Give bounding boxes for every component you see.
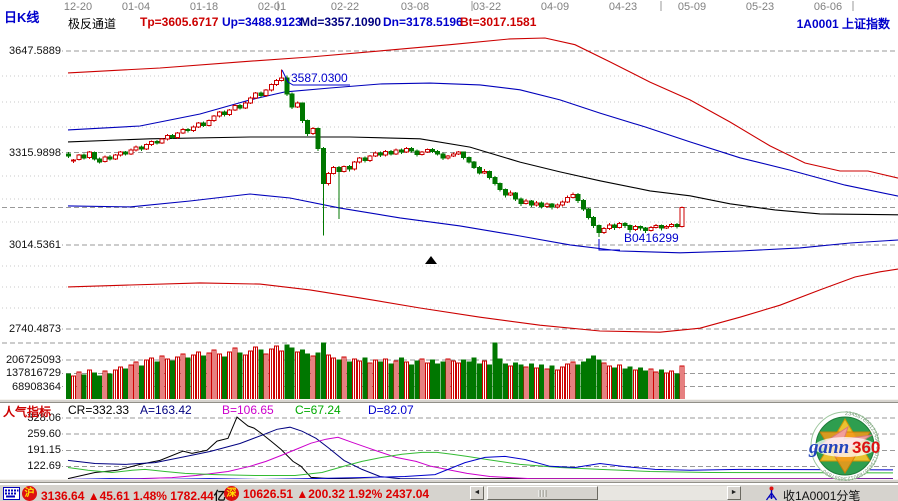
sentiment-value: C=67.24 xyxy=(295,403,341,417)
shanghai-exchange-icon[interactable]: 沪 xyxy=(22,486,37,501)
date-label: 02-01 xyxy=(257,1,287,13)
price-axis-label: 3315.9898 xyxy=(0,146,62,159)
sentiment-curve-d xyxy=(67,455,894,481)
channel-line-md xyxy=(67,136,898,216)
sentiment-value: B=106.65 xyxy=(222,403,274,417)
date-label: 03-22 xyxy=(472,1,502,13)
sentiment-curves xyxy=(67,416,894,481)
shenzhen-exchange-icon[interactable]: 深 xyxy=(224,486,239,501)
shanghai-index-quote: 3136.64 ▲45.61 1.48% 1782.44亿 xyxy=(41,489,226,501)
triangle-marker xyxy=(425,256,437,264)
volume-bars[interactable] xyxy=(66,342,685,401)
channel-param: Md=3357.1090 xyxy=(300,15,382,29)
channel-param: Tp=3605.6717 xyxy=(140,15,219,29)
date-label: 02-22 xyxy=(330,1,360,13)
sentiment-value: CR=332.33 xyxy=(68,403,130,417)
chart-type-label: 日K线 xyxy=(4,10,40,25)
gann360-logo: 234567890123456789012345678901234567890 … xyxy=(808,411,880,481)
date-label: 04-23 xyxy=(608,1,638,13)
sentiment-axis-label: 122.69 xyxy=(0,460,62,473)
buy-signal-annotation: B0416299 xyxy=(624,231,679,245)
channel-line-bt xyxy=(67,268,898,333)
status-bar: 沪 3136.64 ▲45.61 1.48% 1782.44亿 深 10626.… xyxy=(0,484,898,501)
date-label: 01-18 xyxy=(189,1,219,13)
sentiment-curve-b xyxy=(67,436,894,480)
horizontal-scrollbar[interactable]: ◄ ► xyxy=(470,486,741,500)
sentiment-value: D=82.07 xyxy=(368,403,414,417)
sentiment-axis-label: 259.60 xyxy=(0,428,62,441)
sentiment-axis-label: 191.15 xyxy=(0,444,62,457)
peak-price-annotation: 3587.0300 xyxy=(291,71,348,85)
date-label: 12-20 xyxy=(63,1,93,13)
scroll-right-button[interactable]: ► xyxy=(727,486,741,500)
antenna-icon xyxy=(766,486,777,501)
volume-axis-label: 206725093 xyxy=(0,354,62,366)
channel-param: Up=3488.9123 xyxy=(222,15,302,29)
price-axis-label: 3014.5361 xyxy=(0,239,62,251)
logo-gann-text: gann xyxy=(808,437,849,458)
volume-axis-label: 68908364 xyxy=(0,380,62,393)
sentiment-value: A=163.42 xyxy=(140,403,192,417)
date-label: 06-06 xyxy=(813,1,843,13)
sentiment-axis-label: 328.06 xyxy=(0,412,62,424)
annotation-marks xyxy=(281,69,620,264)
symbol-label: 1A0001 上证指数 xyxy=(796,17,890,31)
channel-line-up xyxy=(67,82,898,197)
date-label: 05-23 xyxy=(745,1,775,13)
candles[interactable] xyxy=(66,69,685,238)
pane-splitter-top[interactable] xyxy=(0,399,898,403)
unit-label: 亿 xyxy=(213,489,226,501)
channel-lines xyxy=(67,37,898,333)
date-label: 03-08 xyxy=(400,1,430,13)
date-label: 05-09 xyxy=(677,1,707,13)
sentiment-curve-a xyxy=(67,426,894,481)
price-axis-label: 3647.5889 xyxy=(0,45,62,57)
date-label: 04-09 xyxy=(540,1,570,13)
volume-axis-label: 137816729 xyxy=(0,367,62,380)
channel-indicator-name: 极反通道 xyxy=(68,17,117,31)
price-axis-label: 2740.4873 xyxy=(0,323,62,335)
pane-splitter-bottom[interactable] xyxy=(0,479,898,483)
feed-status-button[interactable]: 收1A0001分笔 xyxy=(783,489,861,501)
date-label: 01-04 xyxy=(121,1,151,13)
keyboard-icon[interactable] xyxy=(3,487,20,500)
shenzhen-index-quote: 10626.51 ▲200.32 1.92% 2437.04 xyxy=(243,487,430,501)
channel-line-dn xyxy=(67,193,898,254)
channel-param: Bt=3017.1581 xyxy=(460,15,537,29)
channel-line-tp xyxy=(67,37,898,179)
channel-param: Dn=3178.5196 xyxy=(383,15,463,29)
sentiment-curve-cr xyxy=(67,416,893,481)
scrollbar-grip xyxy=(538,490,547,497)
sentiment-pane-title: 人气指标 xyxy=(3,405,52,419)
scroll-left-button[interactable]: ◄ xyxy=(470,486,484,500)
scrollbar-thumb[interactable] xyxy=(487,486,598,500)
sentiment-curve-c xyxy=(67,451,894,476)
logo-360-text: 360 xyxy=(852,438,880,457)
